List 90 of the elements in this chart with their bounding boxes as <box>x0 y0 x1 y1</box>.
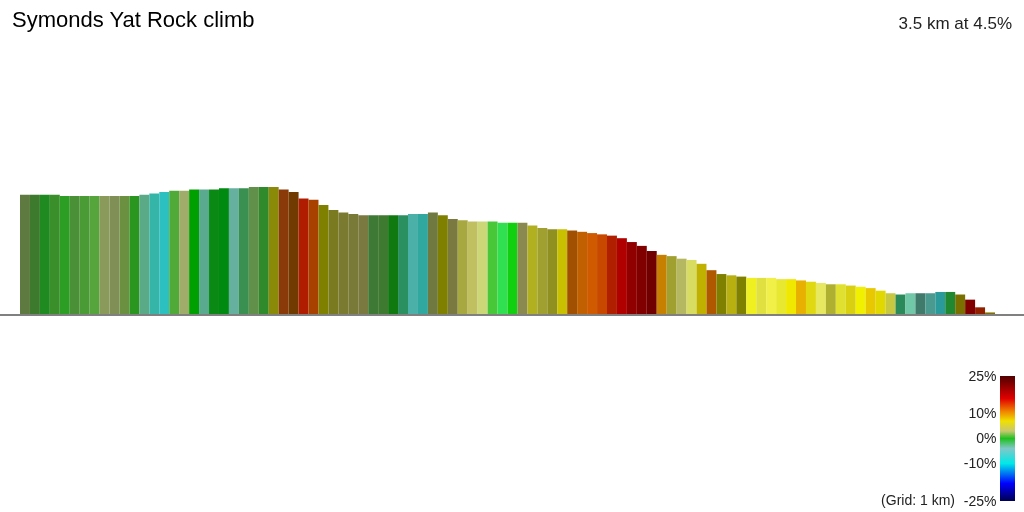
bar <box>925 293 936 315</box>
bar <box>388 215 399 315</box>
bar <box>885 293 896 315</box>
bar <box>39 194 50 315</box>
bar <box>298 198 309 315</box>
bar <box>119 195 130 315</box>
bar <box>915 293 926 315</box>
bar <box>796 280 806 315</box>
bar <box>328 210 339 315</box>
bar <box>955 294 966 315</box>
bar <box>716 274 727 315</box>
bar <box>835 284 846 315</box>
bar <box>437 215 448 315</box>
bar <box>965 299 976 315</box>
bar <box>527 225 538 315</box>
bar <box>676 258 687 315</box>
bar <box>517 222 528 315</box>
bar <box>845 285 856 315</box>
bar <box>736 276 747 315</box>
bar <box>547 229 558 315</box>
bar <box>149 193 160 315</box>
bar <box>417 213 428 315</box>
text: (Grid: 1 km) <box>881 492 955 508</box>
color-bar-label: 10% <box>968 405 997 421</box>
bar <box>169 190 180 315</box>
bar <box>766 277 777 315</box>
bar <box>308 199 319 315</box>
bar <box>746 277 757 315</box>
bar <box>408 213 418 315</box>
bar <box>278 189 289 315</box>
bar <box>606 235 617 315</box>
bar <box>427 212 438 315</box>
bar <box>49 194 60 315</box>
bar <box>686 259 697 315</box>
color-bar-label: -10% <box>963 455 997 471</box>
bar <box>706 270 717 315</box>
chart-title: Symonds Yat Rock climb <box>12 7 255 32</box>
bar <box>258 187 269 315</box>
bar <box>786 279 797 315</box>
bar <box>935 291 946 315</box>
bar <box>567 230 578 315</box>
bar <box>975 307 986 315</box>
bar <box>646 251 657 315</box>
bar <box>29 194 40 315</box>
color-bar-label: 25% <box>968 367 997 384</box>
bar <box>597 234 607 315</box>
bar <box>447 219 458 315</box>
bar <box>129 195 140 315</box>
bar <box>945 291 956 315</box>
bar <box>139 194 150 315</box>
bar <box>537 227 548 315</box>
bar <box>865 288 876 315</box>
bar <box>288 192 299 315</box>
bar <box>666 256 677 315</box>
bar <box>477 221 488 315</box>
bar <box>20 194 30 315</box>
bar <box>487 221 498 315</box>
color-bar-label: 0% <box>976 430 997 446</box>
bar <box>457 220 468 315</box>
bar <box>199 189 210 315</box>
bar <box>626 242 637 315</box>
bar <box>587 233 598 315</box>
bar <box>776 279 787 315</box>
bar <box>905 293 916 315</box>
bar <box>825 284 836 315</box>
bar <box>656 254 667 315</box>
bar <box>228 188 239 315</box>
bar <box>805 281 816 315</box>
bar <box>855 286 866 315</box>
bar <box>268 187 279 315</box>
bar <box>59 195 70 315</box>
bar <box>815 283 826 315</box>
bar <box>248 187 259 315</box>
bar <box>159 192 170 315</box>
bar <box>238 188 249 315</box>
color-bar-label: -25% <box>963 492 997 509</box>
bar <box>726 275 737 315</box>
bar <box>318 204 329 315</box>
bar <box>616 238 627 315</box>
bar <box>398 215 409 315</box>
bar <box>467 221 478 315</box>
bar <box>557 229 568 315</box>
bar <box>189 189 200 315</box>
bar <box>636 245 647 315</box>
bar <box>875 290 886 315</box>
bar <box>756 277 767 315</box>
bar <box>179 190 190 315</box>
text: 3.5 km at 4.5% <box>898 14 1012 33</box>
bar <box>497 222 508 315</box>
bar <box>577 231 588 315</box>
